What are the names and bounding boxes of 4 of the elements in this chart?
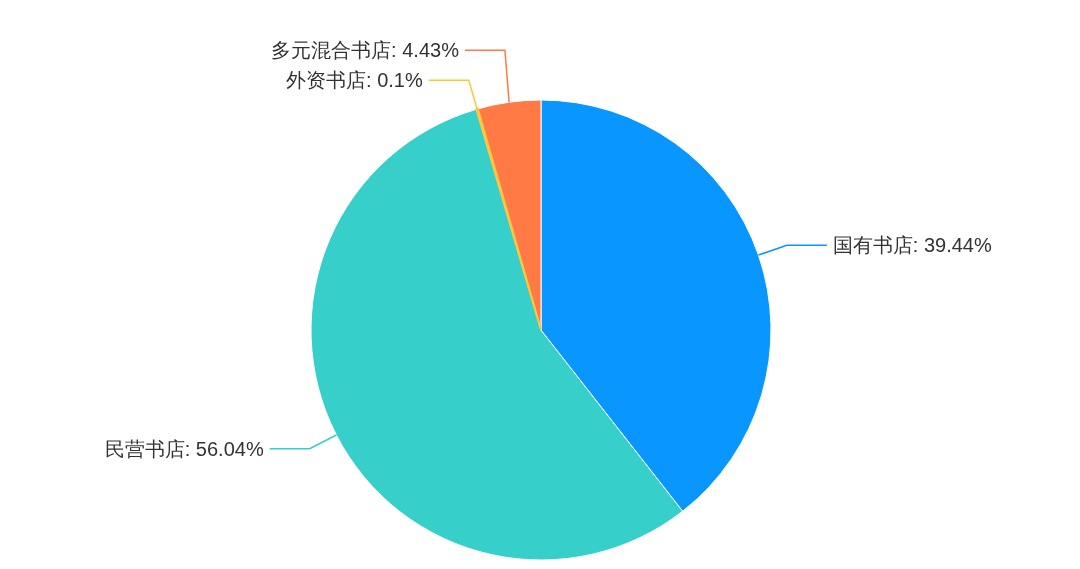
slice-label: 外资书店: 0.1% [286,69,423,92]
slice-label: 国有书店: 39.44% [832,234,992,257]
slice-label: 多元混合书店: 4.43% [271,39,460,62]
slice-label: 民营书店: 56.04% [104,437,264,460]
